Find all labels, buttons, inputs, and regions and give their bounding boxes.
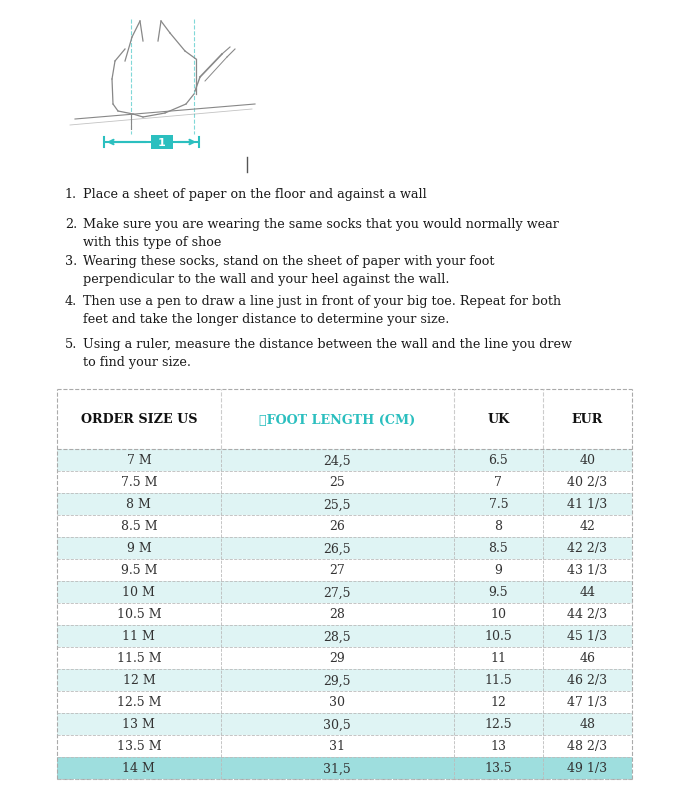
Bar: [57, 647, 632, 669]
Text: 11.5: 11.5: [485, 674, 512, 687]
Text: 40 2/3: 40 2/3: [568, 476, 607, 489]
Text: 9.5 M: 9.5 M: [121, 564, 157, 577]
Text: 10 M: 10 M: [123, 585, 156, 599]
Text: 9 M: 9 M: [127, 542, 151, 555]
Text: 1: 1: [158, 138, 166, 148]
Text: 43 1/3: 43 1/3: [568, 564, 607, 577]
Bar: [57, 516, 632, 537]
Text: 8 M: 8 M: [127, 498, 152, 511]
Text: 26,5: 26,5: [324, 542, 351, 555]
Text: 12 M: 12 M: [123, 674, 155, 687]
Text: 48: 48: [580, 718, 595, 731]
Bar: [57, 450, 632, 471]
Text: 13: 13: [490, 740, 506, 752]
Bar: [57, 626, 632, 647]
Text: 11: 11: [490, 652, 506, 665]
Text: 9: 9: [494, 564, 502, 577]
Text: Wearing these socks, stand on the sheet of paper with your foot
perpendicular to: Wearing these socks, stand on the sheet …: [83, 255, 495, 286]
Text: 24,5: 24,5: [324, 454, 351, 467]
Text: 26: 26: [330, 520, 345, 533]
Text: 4.: 4.: [65, 295, 78, 308]
Text: 8.5 M: 8.5 M: [121, 520, 157, 533]
Text: 46: 46: [580, 652, 595, 665]
Text: 3.: 3.: [65, 255, 78, 267]
Text: 10.5: 10.5: [485, 630, 512, 642]
Text: 28,5: 28,5: [324, 630, 351, 642]
Text: 12: 12: [491, 695, 506, 708]
Text: 31: 31: [330, 740, 345, 752]
Text: 8.5: 8.5: [489, 542, 508, 555]
Text: 44: 44: [580, 585, 595, 599]
Bar: [151, 136, 173, 150]
Text: EUR: EUR: [572, 413, 603, 426]
Text: 2.: 2.: [65, 218, 78, 230]
Text: 42: 42: [580, 520, 595, 533]
Text: 7.5: 7.5: [489, 498, 508, 511]
Text: 7: 7: [494, 476, 502, 489]
Text: 5.: 5.: [65, 337, 78, 351]
Text: 27,5: 27,5: [324, 585, 351, 599]
Text: 6.5: 6.5: [489, 454, 508, 467]
Bar: [57, 757, 632, 779]
Text: 46 2/3: 46 2/3: [568, 674, 607, 687]
Text: 25: 25: [330, 476, 345, 489]
Text: 29,5: 29,5: [324, 674, 351, 687]
Text: ℹFOOT LENGTH (CM): ℹFOOT LENGTH (CM): [259, 413, 415, 426]
Text: 41 1/3: 41 1/3: [568, 498, 607, 511]
Bar: [57, 603, 632, 626]
Bar: [57, 493, 632, 516]
Bar: [57, 537, 632, 560]
Text: ORDER SIZE US: ORDER SIZE US: [81, 413, 197, 426]
Bar: [57, 389, 632, 450]
Text: 13.5: 13.5: [485, 761, 512, 775]
Text: 27: 27: [330, 564, 345, 577]
Bar: [57, 713, 632, 735]
Text: 11 M: 11 M: [123, 630, 156, 642]
Text: 7 M: 7 M: [127, 454, 151, 467]
Text: Make sure you are wearing the same socks that you would normally wear
with this : Make sure you are wearing the same socks…: [83, 218, 559, 249]
Bar: [57, 581, 632, 603]
Text: 8: 8: [494, 520, 502, 533]
Bar: [57, 691, 632, 713]
Text: 9.5: 9.5: [489, 585, 508, 599]
Text: 28: 28: [330, 608, 345, 621]
Text: Then use a pen to draw a line just in front of your big toe. Repeat for both
fee: Then use a pen to draw a line just in fr…: [83, 295, 561, 325]
Text: 40: 40: [580, 454, 595, 467]
Text: 10.5 M: 10.5 M: [117, 608, 161, 621]
Text: 47 1/3: 47 1/3: [568, 695, 607, 708]
Text: 29: 29: [330, 652, 345, 665]
Text: 44 2/3: 44 2/3: [568, 608, 607, 621]
Text: 14 M: 14 M: [123, 761, 156, 775]
Text: Place a sheet of paper on the floor and against a wall: Place a sheet of paper on the floor and …: [83, 188, 427, 201]
Text: 48 2/3: 48 2/3: [568, 740, 607, 752]
Text: 42 2/3: 42 2/3: [568, 542, 607, 555]
Text: 13 M: 13 M: [123, 718, 156, 731]
Text: 45 1/3: 45 1/3: [568, 630, 607, 642]
Text: UK: UK: [487, 413, 510, 426]
Bar: [57, 471, 632, 493]
Text: 1.: 1.: [65, 188, 77, 201]
Text: 13.5 M: 13.5 M: [117, 740, 161, 752]
Text: 11.5 M: 11.5 M: [117, 652, 161, 665]
Text: 30,5: 30,5: [324, 718, 351, 731]
Text: 31,5: 31,5: [324, 761, 351, 775]
Bar: [57, 735, 632, 757]
Text: Using a ruler, measure the distance between the wall and the line you drew
to fi: Using a ruler, measure the distance betw…: [83, 337, 572, 369]
Bar: [57, 669, 632, 691]
Text: 12.5 M: 12.5 M: [117, 695, 161, 708]
Text: 7.5 M: 7.5 M: [121, 476, 157, 489]
Bar: [57, 560, 632, 581]
Text: 30: 30: [330, 695, 345, 708]
Text: 25,5: 25,5: [324, 498, 351, 511]
Text: 10: 10: [490, 608, 506, 621]
Text: 12.5: 12.5: [485, 718, 512, 731]
Text: 49 1/3: 49 1/3: [568, 761, 607, 775]
